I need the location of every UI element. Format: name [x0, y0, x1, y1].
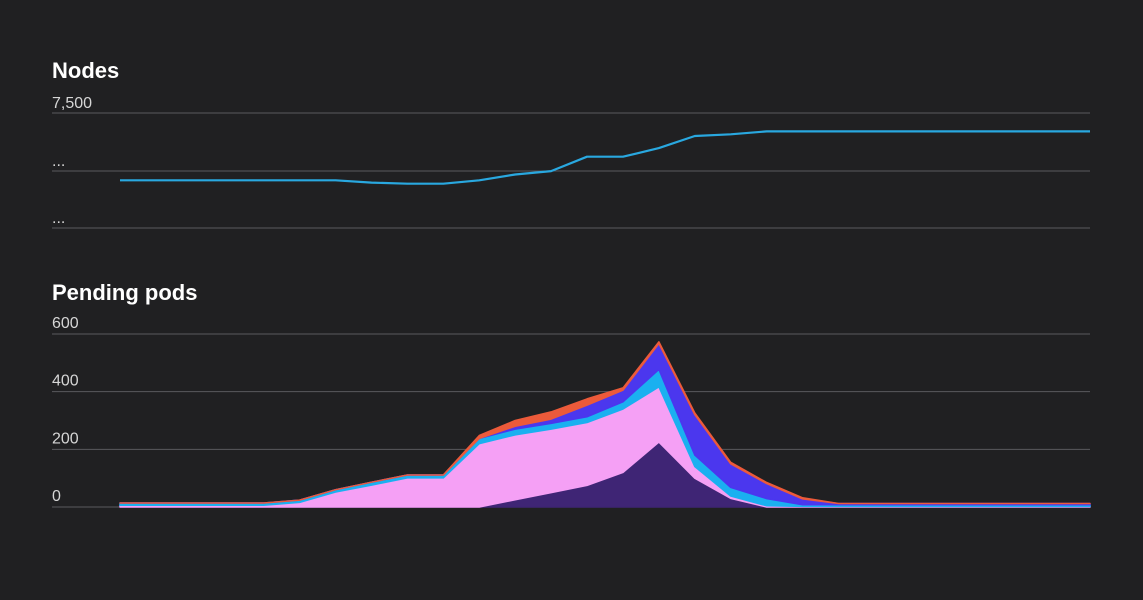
nodes-series-line — [120, 130, 1090, 185]
nodes-y-tick-label: ... — [52, 210, 65, 227]
pending-pods-chart: Pending pods 0 200 400 600 — [52, 280, 1091, 508]
nodes-y-tick-label: ... — [52, 153, 65, 170]
pending-pods-y-tick-label: 0 — [52, 488, 61, 505]
pending-pods-series — [119, 341, 1091, 508]
pending-pods-y-tick-label: 600 — [52, 315, 79, 332]
nodes-y-tick-label: 7,500 — [52, 95, 92, 112]
nodes-y-axis: 7,500...... — [52, 95, 92, 227]
nodes-chart: Nodes 7,500...... — [52, 58, 1090, 229]
pending-pods-y-axis: 0 200 400 600 — [52, 315, 79, 505]
pending-pods-y-tick-label: 200 — [52, 430, 79, 447]
pending-pods-area-4 — [119, 341, 1091, 505]
nodes-grid — [52, 112, 1090, 229]
pending-pods-y-tick-label: 400 — [52, 373, 79, 390]
nodes-series — [120, 130, 1090, 185]
nodes-chart-title: Nodes — [52, 58, 119, 83]
pending-pods-chart-title: Pending pods — [52, 280, 197, 305]
